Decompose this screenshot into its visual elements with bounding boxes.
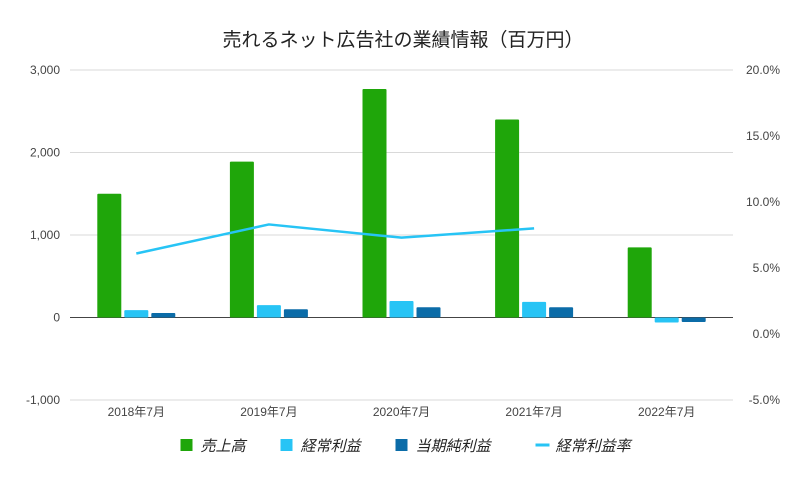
y-right-tick-label: 20.0% [746,63,780,77]
y-right-tick-label: 0.0% [753,327,781,341]
y-left-tick-label: 3,000 [30,63,60,77]
y-right-tick-label: -5.0% [749,393,781,407]
bar-売上高-2022年7月 [627,247,652,318]
bar-売上高-2021年7月 [495,119,520,318]
legend: 売上高 経常利益 当期純利益 経常利益率 [180,437,633,455]
bar-当期純利益-2020年7月 [416,307,441,318]
legend-label: 経常利益 [301,437,363,455]
legend-swatch [180,439,193,451]
left-axis: -1,000 0 1,000 2,000 3,000 [26,63,60,407]
legend-swatch [280,439,293,451]
y-left-tick-label: 1,000 [30,228,60,242]
x-axis: 2018年7月 2019年7月 2020年7月 2021年7月 2022年7月 [108,405,696,419]
line-経常利益率 [136,223,535,255]
legend-label: 経常利益率 [556,437,633,455]
y-left-tick-label: -1,000 [26,393,60,407]
legend-label: 当期純利益 [416,437,493,455]
y-left-tick-label: 0 [53,311,60,325]
y-right-tick-label: 15.0% [746,129,780,143]
legend-swatch [395,439,408,451]
x-tick-label: 2022年7月 [638,405,695,419]
bar-経常利益-2018年7月 [124,310,149,318]
y-right-tick-label: 5.0% [753,261,781,275]
legend-label: 売上高 [201,437,248,455]
bar-売上高-2019年7月 [229,161,254,318]
y-left-tick-label: 2,000 [30,146,60,160]
grid-lines [70,69,733,401]
x-tick-label: 2019年7月 [240,405,297,419]
x-tick-label: 2021年7月 [505,405,562,419]
bar-経常利益-2021年7月 [522,301,547,318]
bar-経常利益-2019年7月 [256,305,281,318]
right-axis: -5.0% 0.0% 5.0% 10.0% 15.0% 20.0% [746,63,780,407]
x-tick-label: 2020年7月 [373,405,430,419]
bar-経常利益-2022年7月 [654,317,679,323]
chart-title: 売れるネット広告社の業績情報（百万円） [222,29,583,51]
y-right-tick-label: 10.0% [746,195,780,209]
line-series-group [136,223,535,255]
bar-売上高-2018年7月 [97,193,122,318]
bar-当期純利益-2022年7月 [681,317,706,323]
bar-当期純利益-2021年7月 [549,307,574,318]
x-tick-label: 2018年7月 [108,405,165,419]
bar-当期純利益-2019年7月 [283,309,308,318]
bar-series-group [97,88,706,323]
bar-経常利益-2020年7月 [389,301,414,318]
bar-売上高-2020年7月 [362,88,387,318]
bar-当期純利益-2018年7月 [151,312,176,318]
